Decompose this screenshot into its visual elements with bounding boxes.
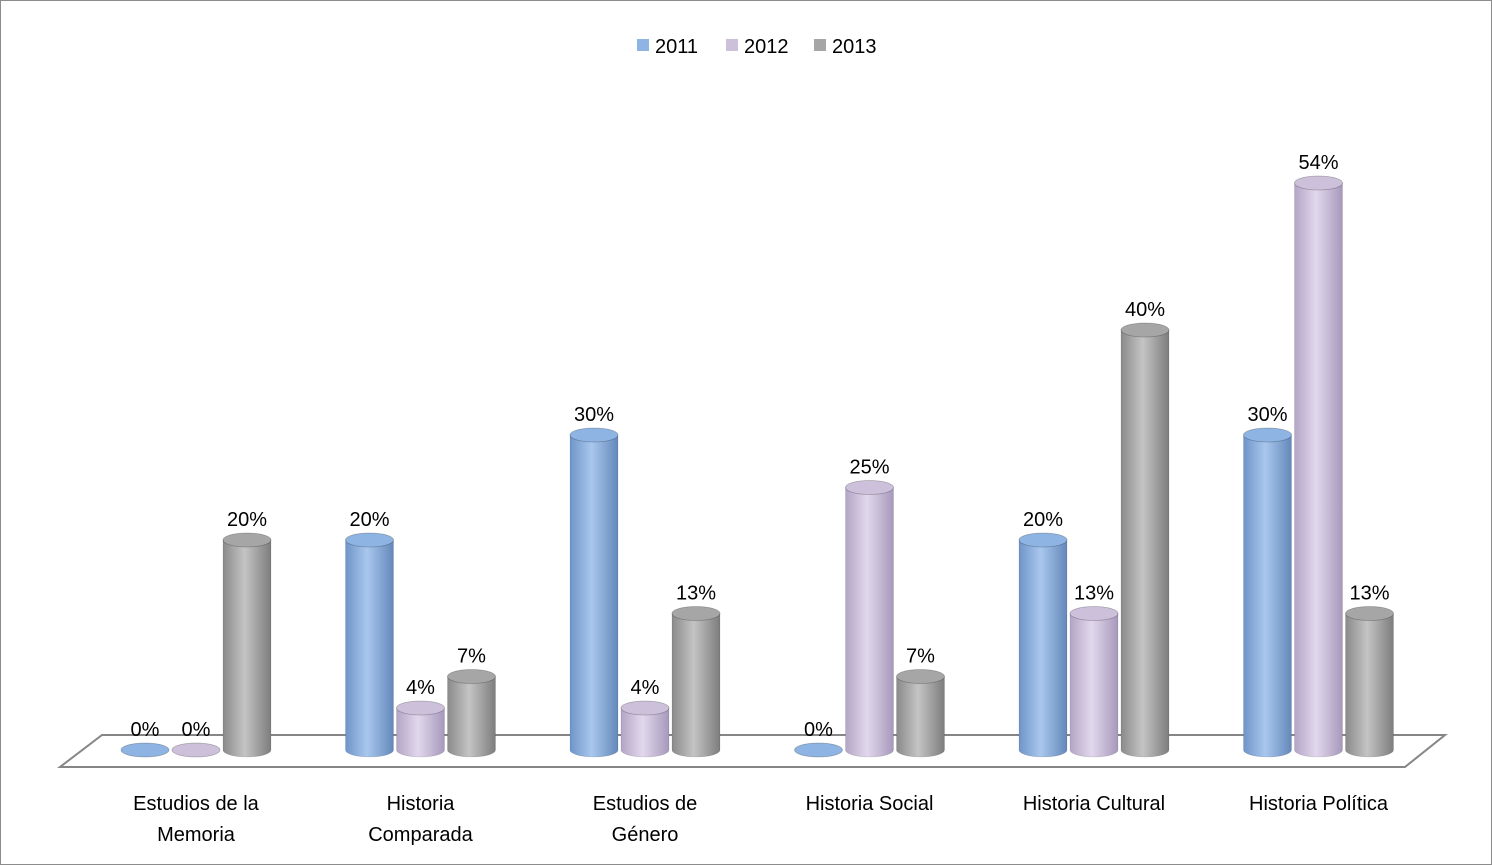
bar-2012-1 [396,700,445,758]
bar-2012-3 [845,480,894,758]
legend-label-2012: 2012 [744,36,789,58]
bar-2011-0 [120,742,170,758]
legend-label-2013: 2013 [832,36,877,58]
data-label-2013-3: 7% [906,646,935,668]
data-label-2013-2: 13% [676,583,716,605]
legend-swatch-2013 [814,39,826,51]
category-label-1: Historia Comparada [368,793,473,846]
bar-2012-5 [1294,175,1343,758]
bar-2013-2 [671,606,721,758]
bar-2012-2 [620,700,670,758]
data-label-2011-0: 0% [131,719,160,741]
category-label-5: Historia Política [1249,793,1389,815]
legend: 2011 2012 2013 [637,36,877,58]
data-label-2011-1: 20% [349,509,389,531]
category-label-3: Historia Social [806,793,934,815]
bar-2013-4 [1120,322,1170,758]
category-label-0: Estudios de la Memoria [133,793,260,846]
data-label-2013-0: 20% [227,509,267,531]
data-label-2012-4: 13% [1074,583,1114,605]
data-label-2011-5: 30% [1247,404,1287,426]
category-axis: Estudios de la Memoria Historia Comparada Es… [133,793,1389,846]
bar-2011-3 [794,742,843,758]
category-label-2: Estudios de Género [593,793,698,846]
bar-2011-1 [345,532,394,758]
plot-area: 0% 0% 20% 20% 4% 7% 30% 4% 13% 0% 25% 7% 20% 13% 40% 30… [120,152,1394,758]
data-label-2013-1: 7% [457,646,486,668]
bar-2011-4 [1018,532,1068,758]
bar-2012-0 [171,742,221,758]
legend-label-2011: 2011 [655,36,698,58]
bar-2013-5 [1345,606,1394,758]
bar-2011-5 [1243,427,1292,758]
legend-swatch-2012 [726,39,738,51]
bar-2013-1 [447,669,496,758]
data-label-2012-3: 25% [849,457,889,479]
data-label-2013-4: 40% [1125,299,1165,321]
data-label-2011-4: 20% [1023,509,1063,531]
bar-2013-3 [896,669,945,758]
data-label-2012-0: 0% [182,719,211,741]
bar-2012-4 [1069,606,1119,758]
legend-swatch-2011 [637,39,649,51]
category-label-4: Historia Cultural [1023,793,1165,815]
data-label-2013-5: 13% [1349,583,1389,605]
data-label-2012-2: 4% [631,677,660,699]
data-label-2012-1: 4% [406,677,435,699]
bar-2011-2 [569,427,619,758]
data-label-2012-5: 54% [1298,152,1338,174]
data-label-2011-2: 30% [574,404,614,426]
data-label-2011-3: 0% [804,719,833,741]
bar-2013-0 [222,532,272,758]
